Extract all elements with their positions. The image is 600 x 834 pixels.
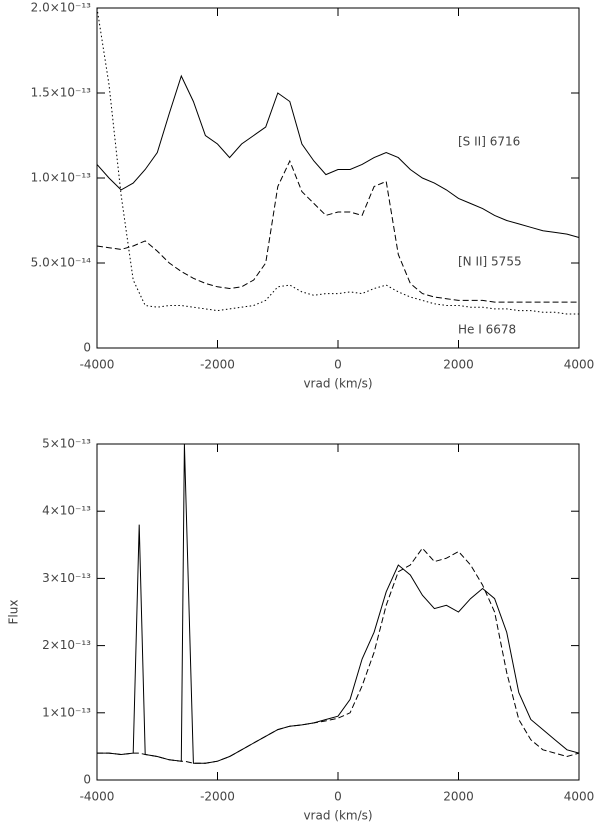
y-tick-label: 1.0×10⁻¹³ bbox=[31, 171, 92, 185]
y-axis-label: Flux bbox=[7, 600, 21, 625]
x-tick-label: -2000 bbox=[200, 790, 235, 804]
x-axis-label: vrad (km/s) bbox=[303, 809, 372, 823]
series-line bbox=[96, 159, 579, 303]
x-tick-label: 4000 bbox=[564, 358, 595, 372]
y-tick-label: 1.5×10⁻¹³ bbox=[31, 86, 92, 100]
x-tick-label: -4000 bbox=[80, 790, 115, 804]
series-line bbox=[97, 443, 580, 764]
x-axis-label: vrad (km/s) bbox=[303, 377, 372, 391]
series-label: [S II] 6716 bbox=[458, 135, 520, 149]
y-tick-label: 5×10⁻¹³ bbox=[42, 437, 91, 451]
y-tick-label: 1×10⁻¹³ bbox=[42, 705, 91, 719]
series-label: [N II] 5755 bbox=[458, 255, 522, 269]
y-tick-label: 2×10⁻¹³ bbox=[42, 638, 91, 652]
y-tick-label: 4×10⁻¹³ bbox=[42, 504, 91, 518]
x-tick-label: 2000 bbox=[443, 358, 474, 372]
y-tick-label: 3×10⁻¹³ bbox=[42, 571, 91, 585]
x-tick-label: 0 bbox=[334, 790, 342, 804]
x-tick-label: 2000 bbox=[443, 790, 474, 804]
x-tick-label: -2000 bbox=[200, 358, 235, 372]
plot-frame bbox=[96, 7, 580, 349]
series-label: He I 6678 bbox=[458, 323, 516, 337]
series-line bbox=[96, 74, 580, 238]
y-tick-label: 2.0×10⁻¹³ bbox=[31, 1, 92, 15]
x-tick-label: -4000 bbox=[80, 358, 115, 372]
y-tick-label: 5.0×10⁻¹⁴ bbox=[31, 256, 92, 270]
series-line bbox=[96, 7, 579, 315]
x-tick-label: 0 bbox=[334, 358, 342, 372]
y-tick-label: 0 bbox=[83, 341, 91, 355]
series-line bbox=[97, 547, 580, 764]
x-tick-label: 4000 bbox=[564, 790, 595, 804]
y-tick-label: 0 bbox=[83, 773, 91, 787]
plot-frame bbox=[96, 443, 580, 781]
